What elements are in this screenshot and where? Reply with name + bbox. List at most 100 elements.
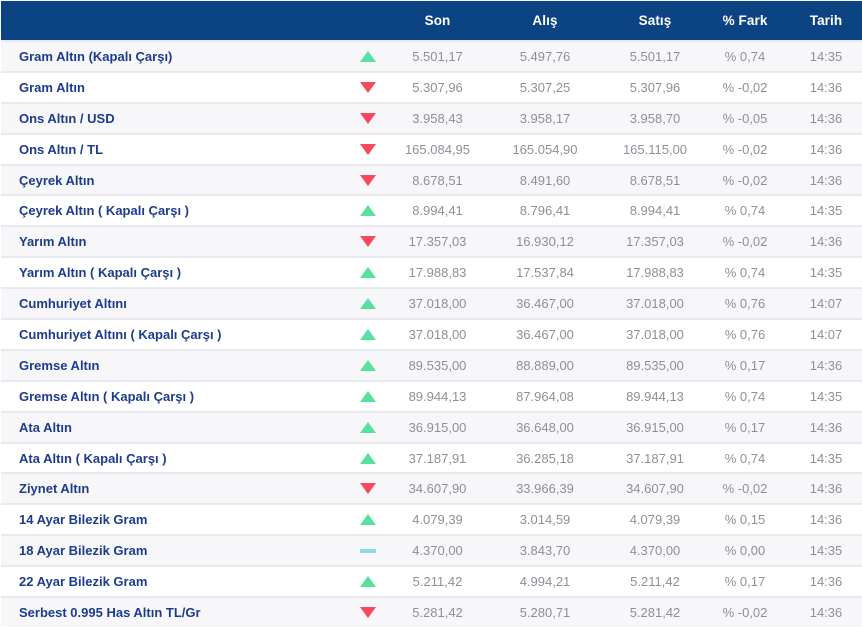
- trend-down-icon: [359, 143, 376, 155]
- column-header-tarih: Tarih: [809, 13, 843, 28]
- trend-up-icon: [359, 50, 376, 62]
- table-row[interactable]: 22 Ayar Bilezik Gram 5.211,42 4.994,21 5…: [1, 565, 862, 597]
- table-row[interactable]: Ata Altın 36.915,00 36.648,00 36.915,00 …: [1, 410, 862, 442]
- fark-value: % -0,02: [722, 79, 768, 95]
- alis-value: 165.054,90: [512, 141, 578, 157]
- instrument-name: Çeyrek Altın ( Kapalı Çarşı ): [19, 203, 190, 219]
- alis-value: 87.964,08: [516, 388, 574, 404]
- instrument-name: Gram Altın: [19, 79, 85, 95]
- instrument-name: 18 Ayar Bilezik Gram: [19, 543, 148, 559]
- son-value: 5.307,96: [412, 79, 463, 95]
- column-header-son: Son: [424, 13, 451, 28]
- fark-value: % -0,05: [722, 110, 768, 126]
- table-row[interactable]: Yarım Altın 17.357,03 16.930,12 17.357,0…: [1, 225, 862, 257]
- table-row[interactable]: Cumhuriyet Altını 37.018,00 36.467,00 37…: [1, 287, 862, 319]
- table-row[interactable]: Gram Altın 5.307,96 5.307,25 5.307,96 % …: [1, 70, 862, 102]
- table-row[interactable]: Yarım Altın ( Kapalı Çarşı ) 17.988,83 1…: [1, 256, 862, 288]
- trend-cell: [340, 174, 395, 186]
- trend-cell: [340, 576, 395, 588]
- instrument-name: Gram Altın (Kapalı Çarşı): [19, 48, 173, 64]
- satis-value: 37.187,91: [626, 450, 684, 466]
- satis-value: 36.915,00: [626, 419, 684, 435]
- instrument-name: Çeyrek Altın: [19, 172, 95, 188]
- tarih-value: 14:35: [809, 265, 843, 281]
- tarih-value: 14:35: [809, 543, 843, 559]
- satis-value: 8.678,51: [629, 172, 681, 188]
- alis-value: 88.889,00: [516, 357, 574, 373]
- satis-value: 37.018,00: [626, 296, 684, 312]
- tarih-value: 14:35: [809, 48, 843, 64]
- trend-cell: [340, 606, 395, 618]
- instrument-name: Yarım Altın: [19, 234, 87, 250]
- instrument-name: Ata Altın ( Kapalı Çarşı ): [19, 450, 167, 466]
- fark-value: % -0,02: [722, 604, 768, 620]
- trend-cell: [340, 390, 395, 402]
- trend-up-icon: [359, 298, 376, 310]
- fark-value: % -0,02: [722, 141, 768, 157]
- satis-value: 37.018,00: [626, 326, 684, 342]
- alis-value: 4.994,21: [519, 574, 571, 590]
- satis-value: 5.211,42: [630, 574, 680, 590]
- instrument-name: 22 Ayar Bilezik Gram: [19, 574, 148, 590]
- alis-value: 3.958,17: [519, 110, 571, 126]
- fark-value: % 0,15: [724, 512, 766, 528]
- son-value: 37.018,00: [408, 296, 467, 312]
- table-row[interactable]: Ons Altın / TL 165.084,95 165.054,90 165…: [1, 132, 862, 164]
- son-value: 3.958,43: [412, 110, 463, 126]
- column-header-satis: Satış: [638, 13, 672, 28]
- tarih-value: 14:07: [809, 296, 843, 312]
- tarih-value: 14:35: [809, 450, 843, 466]
- instrument-name: Gremse Altın: [19, 357, 100, 373]
- table-row[interactable]: Ata Altın ( Kapalı Çarşı ) 37.187,91 36.…: [1, 441, 862, 473]
- trend-flat-icon: [359, 548, 376, 553]
- table-header: Son Alış Satış % Fark Tarih: [1, 1, 862, 40]
- tarih-value: 14:36: [809, 172, 843, 188]
- son-value: 17.357,03: [408, 234, 467, 250]
- fark-value: % 0,74: [724, 265, 766, 281]
- son-value: 37.018,00: [408, 326, 467, 342]
- table-row[interactable]: Serbest 0.995 Has Altın TL/Gr 5.281,42 5…: [1, 596, 862, 627]
- table-row[interactable]: Gremse Altın 89.535,00 88.889,00 89.535,…: [1, 348, 862, 380]
- table-row[interactable]: Gram Altın (Kapalı Çarşı) 5.501,17 5.497…: [1, 40, 862, 71]
- satis-value: 5.281,42: [629, 604, 681, 620]
- table-row[interactable]: 18 Ayar Bilezik Gram 4.370,00 3.843,70 4…: [1, 534, 862, 566]
- son-value: 17.988,83: [408, 265, 467, 281]
- tarih-value: 14:35: [809, 203, 843, 219]
- table-row[interactable]: Çeyrek Altın 8.678,51 8.491,60 8.678,51 …: [1, 163, 862, 195]
- alis-value: 36.285,18: [516, 450, 574, 466]
- table-row[interactable]: Ons Altın / USD 3.958,43 3.958,17 3.958,…: [1, 101, 862, 133]
- trend-cell: [340, 143, 395, 155]
- tarih-value: 14:36: [809, 234, 843, 250]
- trend-down-icon: [359, 483, 376, 495]
- tarih-value: 14:36: [809, 604, 843, 620]
- trend-up-icon: [359, 390, 376, 402]
- alis-value: 36.467,00: [516, 326, 574, 342]
- alis-value: 16.930,12: [516, 234, 574, 250]
- fark-value: % -0,02: [722, 234, 768, 250]
- instrument-name: Ons Altın / USD: [19, 110, 115, 126]
- table-row[interactable]: Gremse Altın ( Kapalı Çarşı ) 89.944,13 …: [1, 379, 862, 411]
- fark-value: % 0,74: [724, 388, 766, 404]
- trend-up-icon: [359, 328, 376, 340]
- trend-cell: [340, 298, 395, 310]
- son-value: 5.281,42: [412, 604, 463, 620]
- table-row[interactable]: Çeyrek Altın ( Kapalı Çarşı ) 8.994,41 8…: [1, 194, 862, 226]
- alis-value: 5.280,71: [519, 604, 571, 620]
- instrument-name: Ons Altın / TL: [19, 141, 104, 157]
- instrument-name: 14 Ayar Bilezik Gram: [19, 512, 148, 528]
- satis-value: 34.607,90: [626, 481, 684, 497]
- table-row[interactable]: 14 Ayar Bilezik Gram 4.079,39 3.014,59 4…: [1, 503, 862, 535]
- fark-value: % 0,17: [724, 357, 766, 373]
- alis-value: 36.467,00: [516, 296, 574, 312]
- column-header-fark: % Fark: [722, 13, 768, 28]
- satis-value: 17.357,03: [626, 234, 684, 250]
- trend-cell: [340, 50, 395, 62]
- fark-value: % -0,02: [722, 172, 768, 188]
- fark-value: % 0,76: [724, 326, 766, 342]
- table-row[interactable]: Ziynet Altın 34.607,90 33.966,39 34.607,…: [1, 472, 862, 504]
- trend-up-icon: [359, 267, 376, 279]
- table-row[interactable]: Cumhuriyet Altını ( Kapalı Çarşı ) 37.01…: [1, 318, 862, 349]
- tarih-value: 14:36: [809, 357, 843, 373]
- trend-cell: [340, 81, 395, 93]
- satis-value: 8.994,41: [629, 203, 681, 219]
